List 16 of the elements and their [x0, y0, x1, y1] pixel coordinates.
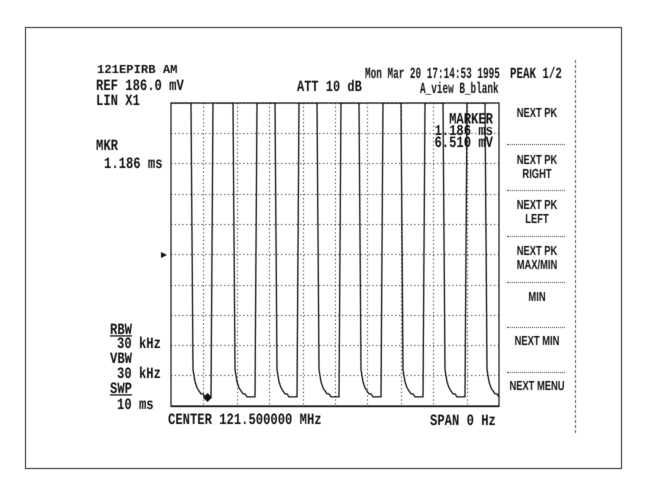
text: ATT 10 dB: [297, 78, 362, 97]
text: MIN: [528, 289, 546, 304]
text: CENTER 121.500000 MHz: [168, 410, 322, 430]
text: SPAN 0 Hz: [430, 412, 496, 431]
text: NEXT PK: [516, 105, 558, 120]
text: NEXT MIN: [514, 333, 560, 348]
chart-title: 121EPIRB AM: [97, 63, 178, 77]
text: NEXT PK RIGHT: [516, 152, 558, 181]
text: NEXT MENU: [509, 378, 565, 393]
text: NEXT PK MAX/MIN: [516, 243, 558, 272]
text: 10 ms: [117, 396, 154, 415]
text: NEXT PK LEFT: [516, 197, 558, 226]
text: A_view B_blank: [420, 80, 499, 99]
text: MKR: [96, 136, 118, 156]
text: PEAK 1/2: [510, 65, 562, 84]
text: 1.186 ms: [104, 154, 163, 174]
